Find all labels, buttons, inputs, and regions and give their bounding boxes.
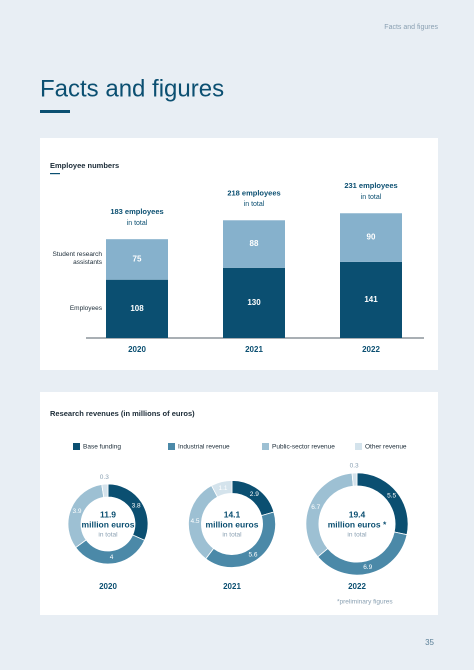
value-label: 130	[247, 298, 261, 307]
x-tick-label: 2022	[362, 345, 380, 354]
x-tick-label: 2022	[348, 582, 366, 591]
center-unit: million euros *	[328, 519, 387, 529]
legend-label: Public-sector revenue	[272, 444, 335, 451]
center-note: in total	[98, 532, 118, 539]
value-label: 1.1	[218, 485, 227, 492]
bar-segment	[340, 261, 402, 338]
series-label: Employees	[69, 304, 102, 312]
chart-title: Research revenues (in millions of euros)	[50, 409, 195, 418]
value-label: 5.6	[248, 551, 257, 558]
value-label: 6.9	[363, 564, 372, 571]
total-note: in total	[244, 201, 265, 208]
center-total: 11.9	[100, 509, 116, 519]
center-total: 19.4	[349, 509, 366, 519]
value-label: 3.9	[73, 508, 82, 515]
value-label: 5.5	[387, 493, 396, 500]
bar-segment	[106, 239, 168, 280]
legend-swatch	[355, 443, 362, 450]
bar-segment	[106, 279, 168, 338]
center-unit: million euros	[82, 519, 135, 529]
legend-swatch	[73, 443, 80, 450]
bar-segment	[223, 267, 285, 338]
legend-swatch	[168, 443, 175, 450]
x-tick-label: 2020	[128, 345, 146, 354]
center-note: in total	[222, 532, 242, 539]
x-tick-label: 2021	[223, 582, 241, 591]
page-title: Facts and figures	[40, 75, 224, 102]
total-label: 231 employees	[344, 181, 397, 190]
value-label: 0.3	[100, 474, 109, 481]
page-number: 35	[425, 638, 434, 647]
total-note: in total	[361, 194, 382, 201]
footnote: *preliminary figures	[337, 599, 393, 606]
total-label: 218 employees	[227, 188, 280, 197]
value-label: 4.5	[191, 518, 200, 525]
chart-title: Employee numbers	[50, 161, 119, 170]
bar-segment	[223, 220, 285, 268]
total-label: 183 employees	[110, 207, 163, 216]
series-label: Student research assistants	[52, 251, 102, 267]
value-label: 88	[250, 239, 259, 248]
title-underline	[50, 173, 60, 175]
bar-segment	[340, 213, 402, 262]
value-label: 2.9	[250, 491, 259, 498]
value-label: 75	[133, 255, 142, 264]
x-tick-label: 2020	[99, 582, 117, 591]
title-underline	[40, 110, 70, 113]
value-label: 3.8	[132, 502, 141, 509]
legend-label: Other revenue	[365, 444, 407, 451]
center-unit: million euros	[206, 519, 259, 529]
value-label: 141	[364, 295, 378, 304]
card	[40, 392, 438, 615]
center-total: 14.1	[224, 509, 241, 519]
running-header: Facts and figures	[384, 24, 438, 31]
donut-slice	[101, 483, 109, 498]
legend-swatch	[262, 443, 269, 450]
center-note: in total	[347, 532, 367, 539]
legend-label: Industrial revenue	[178, 444, 230, 451]
donut-slice	[210, 480, 233, 498]
value-label: 0.3	[350, 463, 359, 470]
legend-label: Base funding	[83, 444, 121, 451]
donut-slice	[351, 472, 358, 487]
value-label: 90	[367, 233, 376, 242]
series-label-box: Employees	[69, 304, 102, 312]
total-note: in total	[127, 220, 148, 227]
x-tick-label: 2021	[245, 345, 263, 354]
series-label-box: Student research assistants	[52, 251, 102, 267]
value-label: 108	[130, 304, 144, 313]
value-label: 6.7	[311, 504, 320, 511]
value-label: 4	[110, 554, 114, 561]
